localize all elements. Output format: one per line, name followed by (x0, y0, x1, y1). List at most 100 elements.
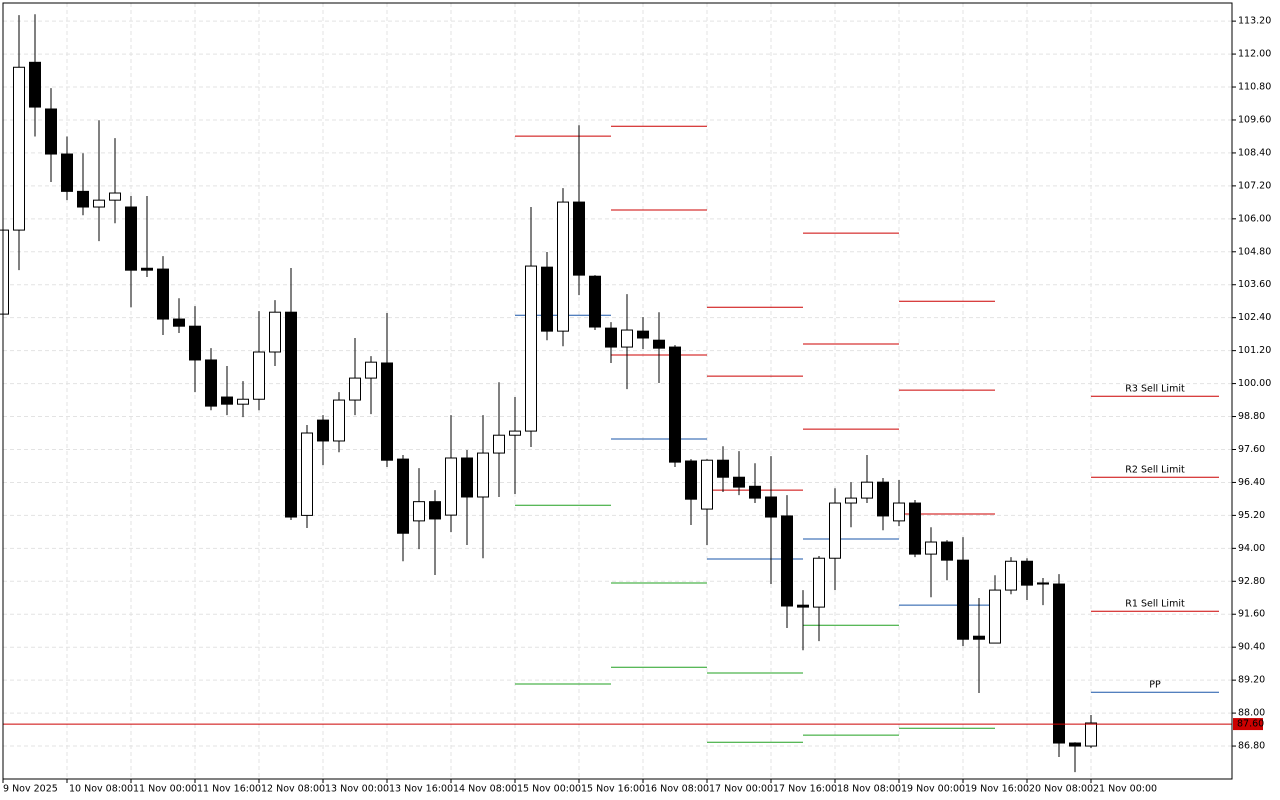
candle-body (525, 265, 537, 432)
y-tick-label: 110.80 (1238, 82, 1271, 93)
candle-body (381, 362, 393, 461)
candle-body (1053, 583, 1065, 744)
candle-body (973, 635, 985, 640)
x-tick-label: 15 Nov 00:00 (517, 784, 581, 795)
candle-body (557, 201, 569, 332)
candle-body (989, 589, 1001, 644)
candle-body (717, 459, 729, 478)
x-tick-label: 15 Nov 16:00 (581, 784, 645, 795)
candle-body (237, 398, 249, 405)
candle-body (125, 206, 137, 271)
candle-body (781, 515, 793, 607)
candle-body (269, 311, 281, 353)
candle-body (461, 457, 473, 498)
level-label: R3 Sell Limit (1125, 384, 1185, 395)
candle-body (925, 541, 937, 555)
candle-body (941, 541, 953, 561)
x-tick-label: 14 Nov 08:00 (453, 784, 517, 795)
candle-body (509, 430, 521, 436)
candle-body (685, 460, 697, 500)
x-tick-label: 11 Nov 00:00 (133, 784, 197, 795)
candle-body (1037, 582, 1049, 585)
candle-body (797, 604, 809, 608)
x-tick-label: 17 Nov 16:00 (773, 784, 837, 795)
candle-body (541, 266, 553, 332)
level-label: PP (1149, 680, 1161, 691)
candle-body (493, 434, 505, 454)
y-tick-label: 96.40 (1238, 477, 1265, 488)
candle-body (445, 457, 457, 516)
candle-body (317, 419, 329, 442)
candle-body (877, 481, 889, 517)
candle-body (61, 153, 73, 192)
last-price-tag (1233, 718, 1263, 731)
plot: R3 Sell Limit R2 Sell Limit R1 Sell Limit P… (0, 14, 1232, 773)
candle-body (669, 346, 681, 463)
x-tick-label: 11 Nov 16:00 (197, 784, 261, 795)
level-label: R2 Sell Limit (1125, 465, 1185, 476)
y-tick-label: 97.60 (1238, 444, 1265, 455)
candle-body (205, 359, 217, 407)
candle-body (957, 559, 969, 640)
x-tick-label: 18 Nov 08:00 (837, 784, 901, 795)
y-tick-label: 88.00 (1238, 708, 1265, 719)
candle-body (365, 361, 377, 379)
x-tick-label: 20 Nov 08:00 (1029, 784, 1093, 795)
plot-frame (2, 2, 1233, 780)
candle-body (157, 268, 169, 320)
candle-body (173, 318, 185, 327)
candle-body (733, 476, 745, 488)
candle-body (221, 396, 233, 405)
candle-body (13, 66, 25, 231)
candle-body (429, 501, 441, 520)
level-label: R1 Sell Limit (1125, 599, 1185, 610)
last-price-label: 87.60 (1237, 719, 1264, 730)
x-tick-label: 16 Nov 08:00 (645, 784, 709, 795)
y-tick-label: 113.20 (1238, 16, 1271, 27)
y-tick-label: 98.80 (1238, 411, 1265, 422)
candle-body (637, 330, 649, 339)
candle-body (141, 267, 153, 271)
y-tick-label: 108.40 (1238, 147, 1271, 158)
y-tick-label: 101.20 (1238, 345, 1271, 356)
candle-body (397, 458, 409, 534)
x-tick-label: 12 Nov 08:00 (261, 784, 325, 795)
y-tick-label: 89.20 (1238, 675, 1265, 686)
candle-body (253, 351, 265, 400)
candle-body (333, 399, 345, 442)
y-tick-label: 107.20 (1238, 180, 1271, 191)
candle-body (605, 327, 617, 348)
candle-body (45, 108, 57, 155)
candle-body (1005, 560, 1017, 591)
y-tick-label: 109.60 (1238, 114, 1271, 125)
candle-body (765, 496, 777, 518)
candle-body (845, 497, 857, 504)
x-tick-label: 9 Nov 2025 (3, 784, 58, 795)
y-tick-label: 95.20 (1238, 510, 1265, 521)
candle-body (413, 501, 425, 522)
x-tick-label: 17 Nov 00:00 (709, 784, 773, 795)
candle-body (0, 229, 9, 315)
x-tick-label: 13 Nov 00:00 (325, 784, 389, 795)
candle-body (829, 502, 841, 559)
candle-body (653, 339, 665, 349)
x-tick-label: 13 Nov 16:00 (389, 784, 453, 795)
candle-body (285, 311, 297, 518)
candle-body (621, 329, 633, 348)
candle-body (93, 199, 105, 208)
candle-body (701, 459, 713, 510)
y-tick-label: 104.80 (1238, 246, 1271, 257)
candle-body (861, 481, 873, 499)
candle-body (1069, 742, 1081, 747)
candle-body (29, 61, 41, 108)
candle-body (1021, 560, 1033, 586)
candle-body (349, 377, 361, 401)
candle-body (477, 452, 489, 498)
y-tick-label: 112.00 (1238, 49, 1271, 60)
x-tick-label: 19 Nov 16:00 (965, 784, 1029, 795)
y-tick-label: 92.80 (1238, 576, 1265, 587)
candle-body (301, 432, 313, 516)
candle-body (77, 190, 89, 208)
y-tick-label: 90.40 (1238, 642, 1265, 653)
